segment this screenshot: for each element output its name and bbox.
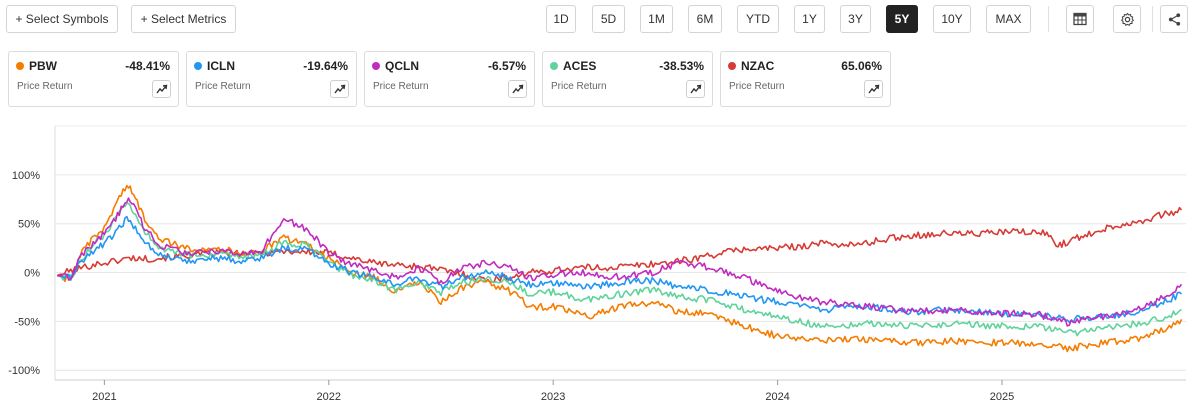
toolbar-divider: [1048, 6, 1049, 32]
x-tick-label: 2025: [990, 391, 1014, 403]
symbol-label: PBW: [29, 59, 57, 73]
table-view-button[interactable]: [1066, 5, 1094, 33]
trend-arrow-icon: [511, 84, 523, 94]
range-button[interactable]: 5Y: [886, 5, 918, 33]
trend-button[interactable]: [508, 80, 527, 98]
legend-card-nzac[interactable]: NZAC 65.06% Price Return: [720, 51, 891, 107]
select-symbols-button[interactable]: + Select Symbols: [6, 5, 118, 33]
x-tick-label: 2021: [92, 391, 116, 403]
legend-card-icln[interactable]: ICLN -19.64% Price Return: [186, 51, 357, 107]
y-tick-label: 50%: [18, 219, 40, 231]
price-return-chart[interactable]: 100% 50% 0% -50% -100% 2021 2022 2023 2024 2025: [0, 118, 1194, 412]
return-value: -19.64%: [303, 59, 348, 73]
settings-button[interactable]: [1113, 5, 1141, 33]
legend-card-aces[interactable]: ACES -38.53% Price Return: [542, 51, 713, 107]
x-tick-label: 2022: [317, 391, 341, 403]
range-button[interactable]: 1Y: [794, 5, 825, 33]
legend-card-pbw[interactable]: PBW -48.41% Price Return: [8, 51, 179, 107]
range-label: 3Y: [848, 12, 863, 26]
range-label: MAX: [995, 12, 1022, 26]
trend-button[interactable]: [864, 80, 883, 98]
y-tick-label: -50%: [14, 316, 40, 328]
return-value: 65.06%: [841, 59, 882, 73]
y-axis: 100% 50% 0% -50% -100%: [8, 170, 40, 377]
series-lines: [56, 184, 1183, 353]
range-label: 5D: [600, 12, 617, 26]
range-label: 1Y: [802, 12, 817, 26]
share-button[interactable]: [1160, 5, 1188, 33]
table-icon: [1073, 12, 1087, 26]
range-button[interactable]: 10Y: [933, 5, 971, 33]
range-button[interactable]: 1M: [640, 5, 673, 33]
range-label: 5Y: [894, 12, 910, 26]
series-color-dot: [16, 62, 24, 70]
series-line-aces: [57, 202, 1182, 337]
series-color-dot: [194, 62, 202, 70]
x-axis: 2021 2022 2023 2024 2025: [92, 380, 1014, 403]
y-tick-label: -100%: [8, 365, 40, 377]
range-button[interactable]: 1D: [546, 5, 576, 33]
metric-label: Price Return: [729, 81, 785, 92]
gear-icon: [1120, 12, 1134, 26]
select-metrics-button[interactable]: + Select Metrics: [131, 5, 236, 33]
series-line-icln: [57, 215, 1183, 323]
trend-button[interactable]: [686, 80, 705, 98]
symbol-label: ACES: [563, 59, 597, 73]
y-tick-label: 0%: [24, 268, 40, 280]
return-value: -38.53%: [659, 59, 704, 73]
return-value: -6.57%: [487, 59, 526, 73]
series-color-dot: [372, 62, 380, 70]
select-symbols-label: + Select Symbols: [15, 12, 109, 26]
symbol-label: NZAC: [741, 59, 775, 73]
x-tick-label: 2024: [765, 391, 789, 403]
share-icon: [1168, 12, 1180, 26]
series-line-nzac: [56, 206, 1183, 284]
metric-label: Price Return: [373, 81, 429, 92]
series-color-dot: [550, 62, 558, 70]
grid-lines: [54, 125, 1186, 381]
return-value: -48.41%: [125, 59, 170, 73]
metric-label: Price Return: [195, 81, 251, 92]
series-line-pbw: [56, 184, 1183, 353]
metric-label: Price Return: [17, 81, 73, 92]
range-button[interactable]: 3Y: [840, 5, 871, 33]
range-label: 1D: [553, 12, 569, 26]
trend-button[interactable]: [152, 80, 171, 98]
range-label: 6M: [696, 12, 714, 26]
symbol-label: ICLN: [207, 59, 235, 73]
trend-arrow-icon: [155, 84, 167, 94]
range-button[interactable]: 5D: [592, 5, 625, 33]
trend-arrow-icon: [333, 84, 345, 94]
range-label: YTD: [746, 12, 770, 26]
toolbar-divider: [1152, 6, 1153, 32]
series-color-dot: [728, 62, 736, 70]
legend-card-qcln[interactable]: QCLN -6.57% Price Return: [364, 51, 535, 107]
metric-label: Price Return: [551, 81, 607, 92]
trend-arrow-icon: [867, 84, 879, 94]
range-label: 1M: [648, 12, 665, 26]
range-button[interactable]: MAX: [986, 5, 1031, 33]
range-button[interactable]: YTD: [737, 5, 779, 33]
select-metrics-label: + Select Metrics: [140, 12, 227, 26]
range-button[interactable]: 6M: [688, 5, 722, 33]
y-tick-label: 100%: [12, 170, 40, 182]
trend-arrow-icon: [689, 84, 701, 94]
x-tick-label: 2023: [541, 391, 565, 403]
trend-button[interactable]: [330, 80, 349, 98]
symbol-label: QCLN: [385, 59, 419, 73]
series-line-qcln: [57, 197, 1183, 327]
range-label: 10Y: [941, 12, 963, 26]
